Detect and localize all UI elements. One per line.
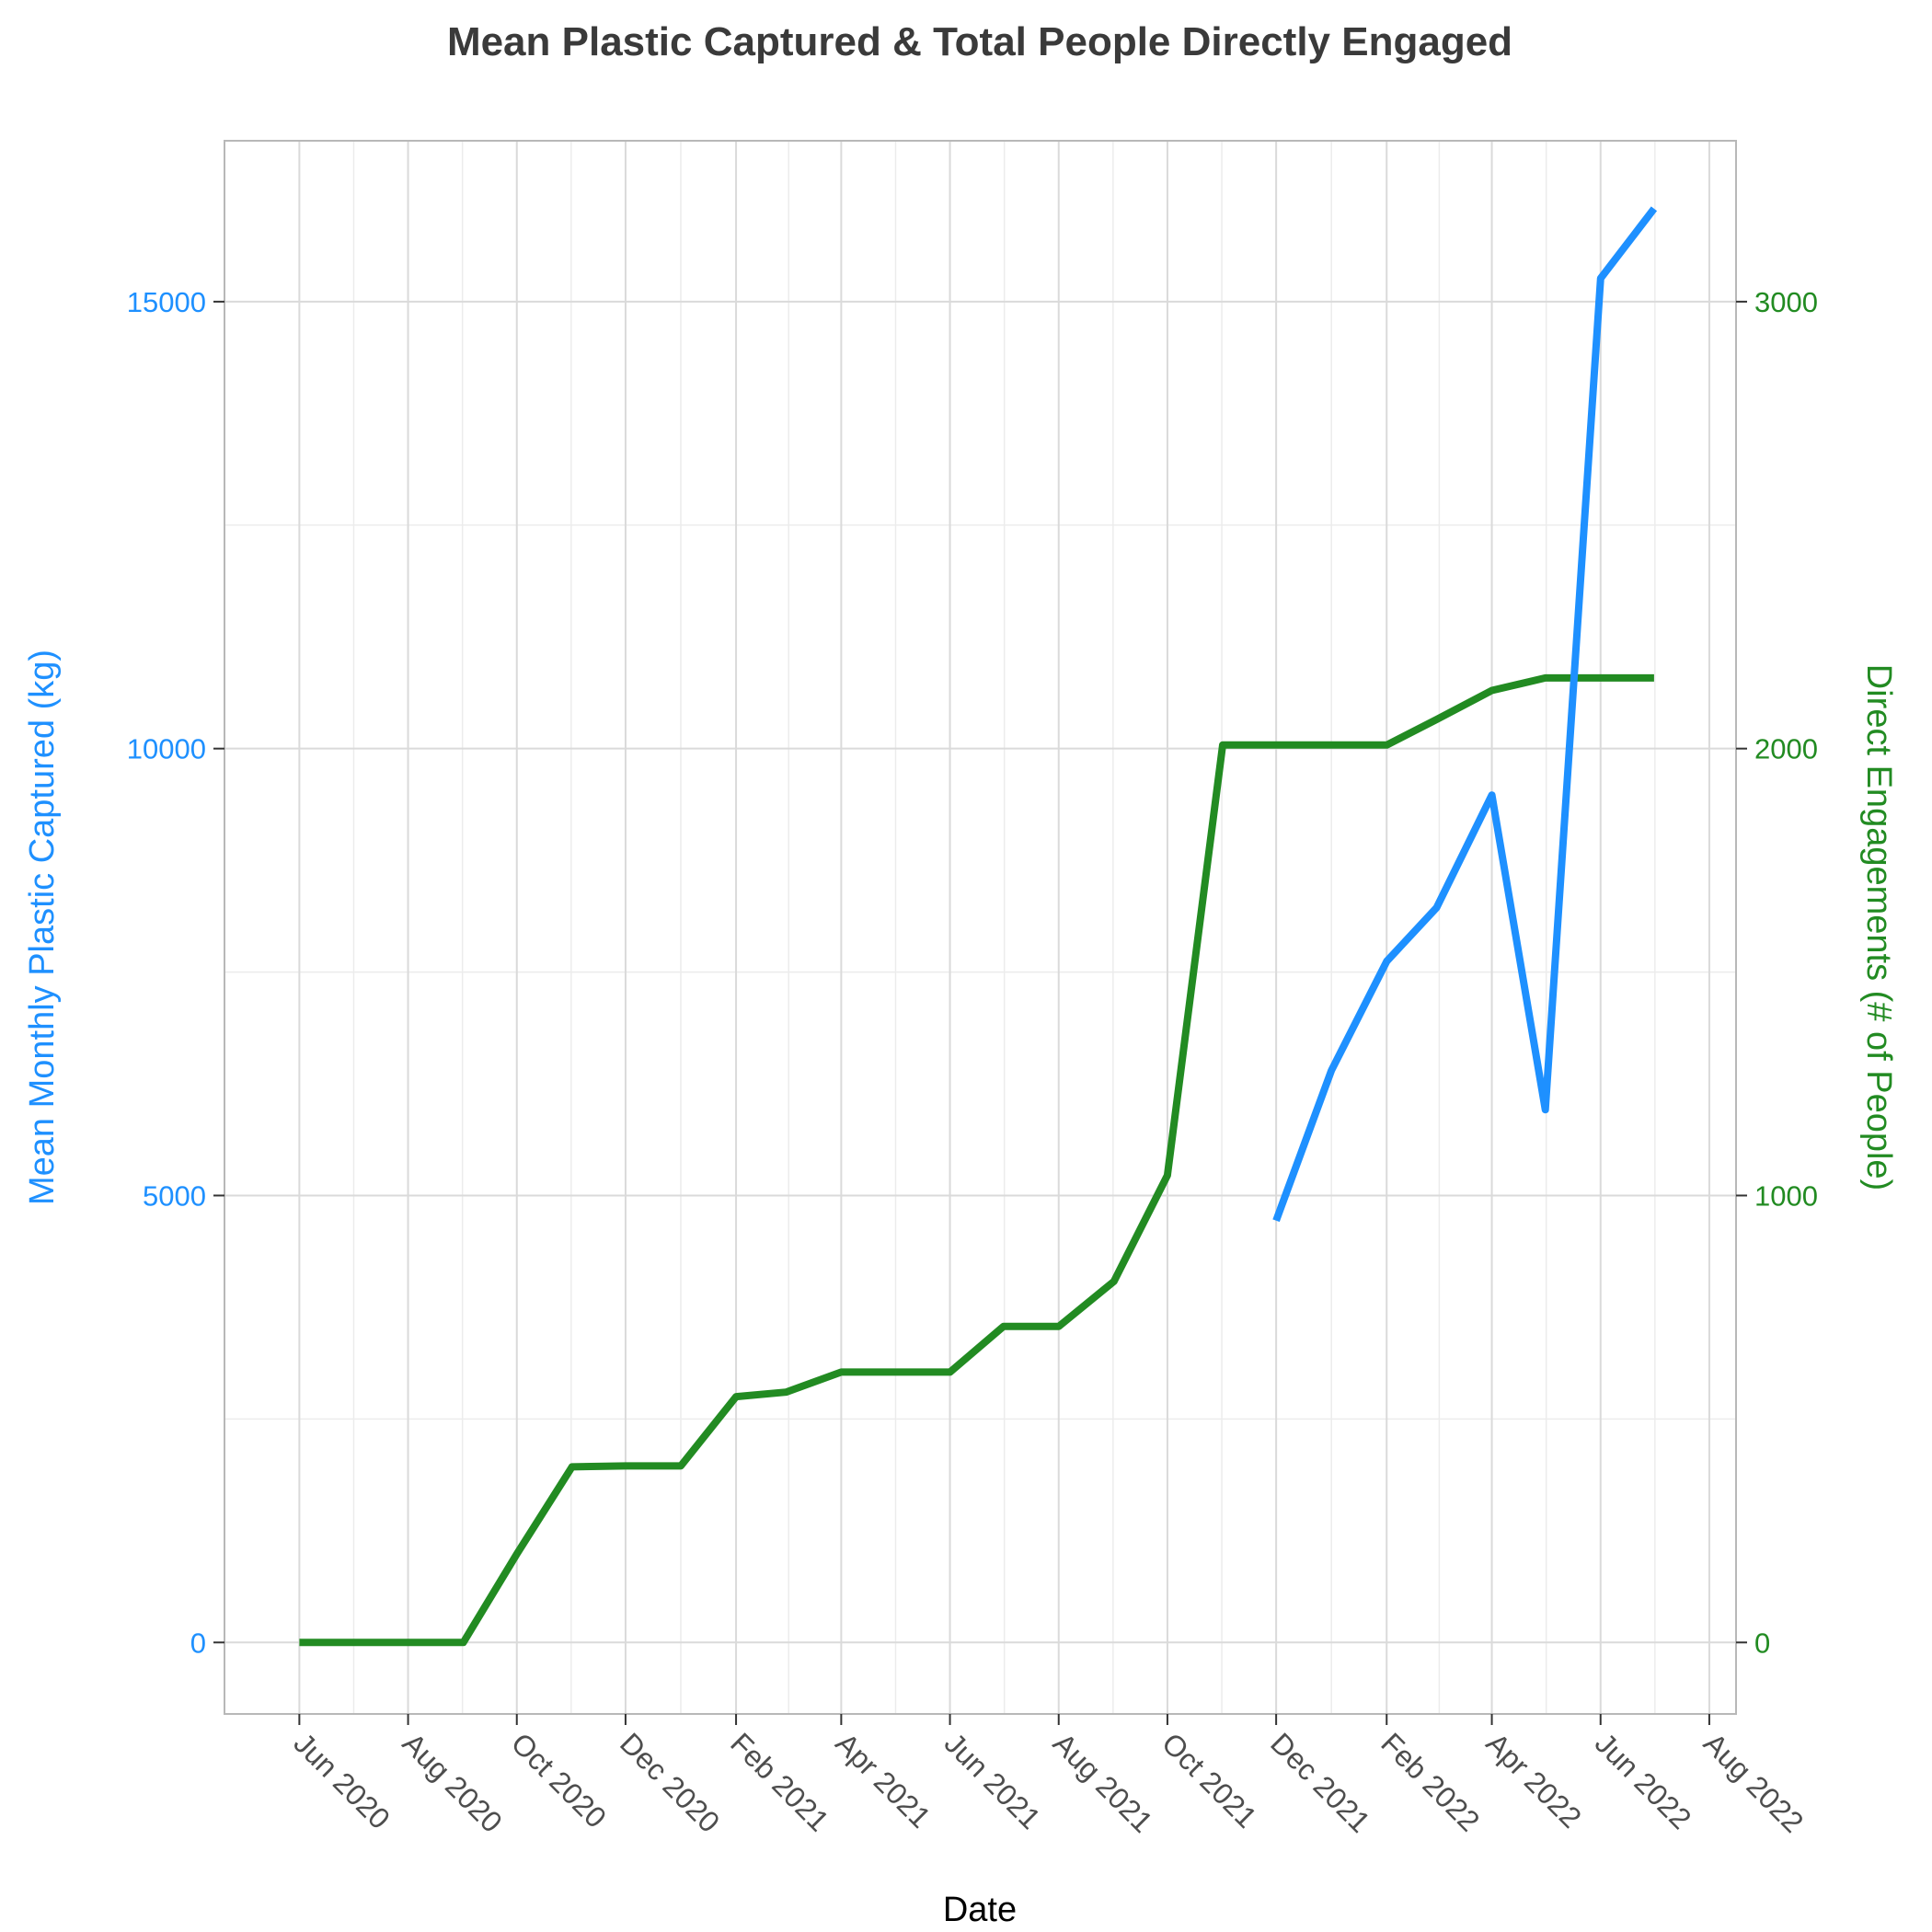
plastic-series-line <box>1272 206 1658 1223</box>
x-tick-label: Aug 2021 <box>1047 1726 1159 1838</box>
x-tick-label: Oct 2021 <box>1156 1726 1263 1834</box>
x-axis-label: Date <box>943 1891 1017 1929</box>
y-right-axis-label: Direct Engagements (# of People) <box>1859 664 1898 1190</box>
x-tick-label: Dec 2020 <box>614 1726 726 1838</box>
x-tick-label: Apr 2022 <box>1480 1726 1588 1834</box>
x-tick-label: Aug 2022 <box>1697 1726 1810 1838</box>
y-left-tick-label: 0 <box>190 1627 206 1659</box>
y-right-tick-label: 0 <box>1754 1627 1770 1659</box>
y-right-axis: 0 1000 2000 3000 <box>1736 286 1818 1659</box>
y-left-tick-label: 10000 <box>127 733 206 765</box>
x-tick-label: Jun 2021 <box>938 1726 1048 1835</box>
grid <box>224 141 1736 1714</box>
x-tick-label: Feb 2021 <box>724 1726 835 1837</box>
x-tick-label: Jun 2022 <box>1589 1726 1698 1835</box>
series-layer <box>299 206 1658 1647</box>
y-left-axis-label: Mean Monthly Plastic Captured (kg) <box>23 650 62 1205</box>
y-right-tick-label: 3000 <box>1754 286 1818 318</box>
chart-title: Mean Plastic Captured & Total People Dir… <box>447 19 1512 64</box>
x-tick-label: Apr 2021 <box>829 1726 937 1834</box>
x-tick-label: Oct 2020 <box>505 1726 613 1834</box>
x-tick-label: Aug 2020 <box>397 1726 509 1838</box>
y-right-tick-label: 1000 <box>1754 1179 1818 1212</box>
y-left-tick-label: 15000 <box>127 286 206 318</box>
x-tick-label: Dec 2021 <box>1264 1726 1376 1838</box>
x-tick-label: Feb 2022 <box>1374 1726 1486 1837</box>
y-left-axis: 0 5000 10000 15000 <box>127 286 224 1659</box>
y-left-tick-label: 5000 <box>143 1179 206 1212</box>
x-tick-label: Jun 2020 <box>287 1726 397 1835</box>
y-right-tick-label: 2000 <box>1754 733 1818 765</box>
plot-border <box>224 140 1737 1715</box>
engagement-series-line <box>299 673 1654 1647</box>
